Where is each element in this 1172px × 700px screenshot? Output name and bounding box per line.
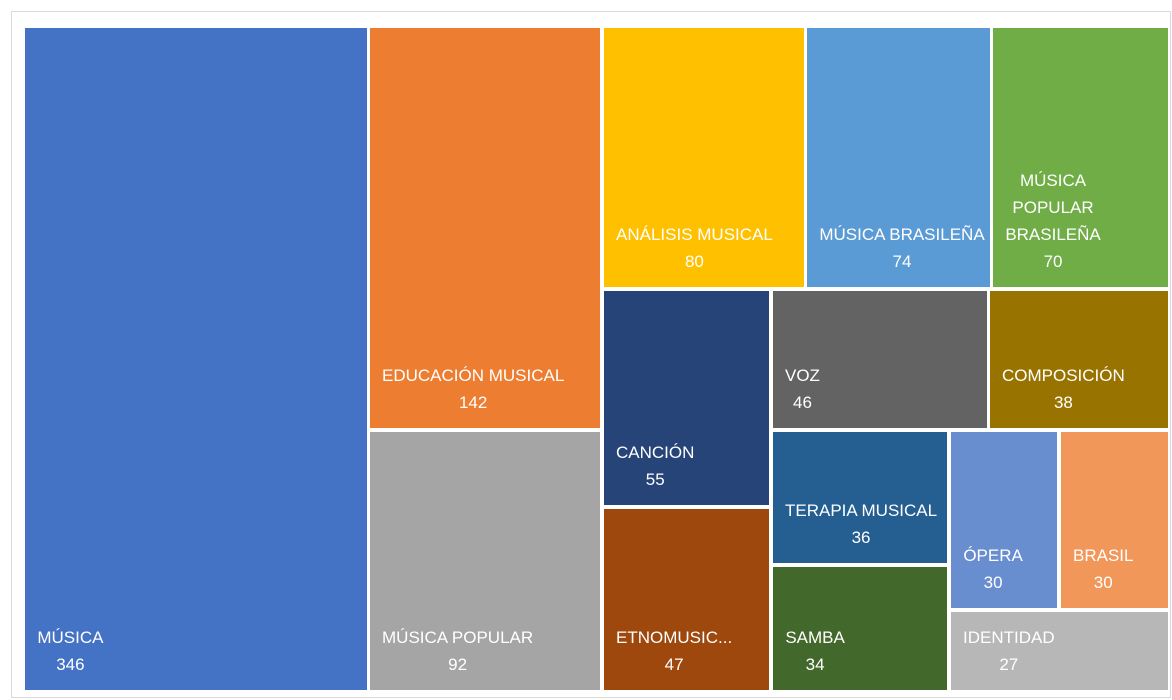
tile-label: EDUCACIÓN MUSICAL 142 bbox=[382, 366, 564, 412]
tile-name: MÚSICA bbox=[37, 628, 104, 647]
tile-value: 92 bbox=[448, 655, 467, 674]
tile-label: VOZ 46 bbox=[785, 366, 820, 412]
tile-label: MÚSICA 346 bbox=[37, 628, 104, 674]
tile-name: EDUCACIÓN MUSICAL bbox=[382, 366, 564, 385]
tile-label: MÚSICA POPULAR BRASILEÑA 70 bbox=[1005, 171, 1101, 271]
tile-value: 34 bbox=[806, 655, 825, 674]
tile-label: BRASIL 30 bbox=[1073, 546, 1133, 592]
treemap-tile bbox=[773, 567, 947, 690]
tile-value: 27 bbox=[999, 655, 1018, 674]
tile-label: IDENTIDAD 27 bbox=[963, 628, 1055, 674]
treemap-tile bbox=[370, 28, 600, 428]
treemap-tile bbox=[951, 612, 1168, 690]
tile-label: CANCIÓN 55 bbox=[616, 443, 694, 489]
tile-label: ETNOMUSIC... 47 bbox=[616, 628, 732, 674]
tile-value: 46 bbox=[793, 393, 812, 412]
tile-name: ÓPERA bbox=[963, 546, 1023, 565]
tile-value: 74 bbox=[893, 252, 912, 271]
tile-name: ETNOMUSIC... bbox=[616, 628, 732, 647]
tile-name: MÚSICA BRASILEÑA bbox=[819, 225, 985, 244]
tile-name: BRASIL bbox=[1073, 546, 1133, 565]
tile-label: TERAPIA MUSICAL 36 bbox=[785, 501, 937, 547]
tile-label: MÚSICA BRASILEÑA 74 bbox=[819, 225, 985, 271]
treemap-tile bbox=[993, 28, 1168, 287]
tile-label: MÚSICA POPULAR 92 bbox=[382, 628, 533, 674]
tile-name: CANCIÓN bbox=[616, 443, 694, 462]
tile-value: 346 bbox=[56, 655, 84, 674]
tile-value: 70 bbox=[1044, 252, 1063, 271]
treemap-tile bbox=[604, 291, 769, 505]
treemap-tile bbox=[773, 291, 987, 428]
treemap-tile bbox=[807, 28, 990, 287]
tile-value: 142 bbox=[459, 393, 487, 412]
treemap-tile bbox=[25, 28, 367, 690]
tile-name: VOZ bbox=[785, 366, 820, 385]
treemap-tile bbox=[773, 432, 947, 563]
tile-value: 47 bbox=[665, 655, 684, 674]
tile-name: ANÁLISIS MUSICAL bbox=[616, 225, 773, 244]
tile-name: MÚSICA POPULAR bbox=[382, 628, 533, 647]
treemap-tile bbox=[604, 509, 769, 690]
tile-label: COMPOSICIÓN 38 bbox=[1002, 366, 1125, 412]
tile-name: IDENTIDAD bbox=[963, 628, 1055, 647]
tile-value: 80 bbox=[685, 252, 704, 271]
treemap-tile bbox=[951, 432, 1057, 608]
tile-name: TERAPIA MUSICAL bbox=[785, 501, 937, 520]
treemap-tile bbox=[370, 432, 600, 690]
treemap-tile bbox=[1061, 432, 1168, 608]
tile-value: 36 bbox=[852, 528, 871, 547]
tile-label: ÓPERA 30 bbox=[963, 546, 1023, 592]
tile-name: MÚSICA POPULAR BRASILEÑA bbox=[1005, 171, 1101, 244]
tile-value: 30 bbox=[1094, 573, 1113, 592]
treemap-tile bbox=[604, 28, 804, 287]
treemap-tile bbox=[990, 291, 1168, 428]
tile-value: 38 bbox=[1054, 393, 1073, 412]
tile-name: COMPOSICIÓN bbox=[1002, 366, 1125, 385]
tile-value: 30 bbox=[984, 573, 1003, 592]
tile-name: SAMBA bbox=[785, 628, 845, 647]
tile-label: ANÁLISIS MUSICAL 80 bbox=[616, 225, 773, 271]
tile-value: 55 bbox=[646, 470, 665, 489]
tile-label: SAMBA 34 bbox=[785, 628, 845, 674]
